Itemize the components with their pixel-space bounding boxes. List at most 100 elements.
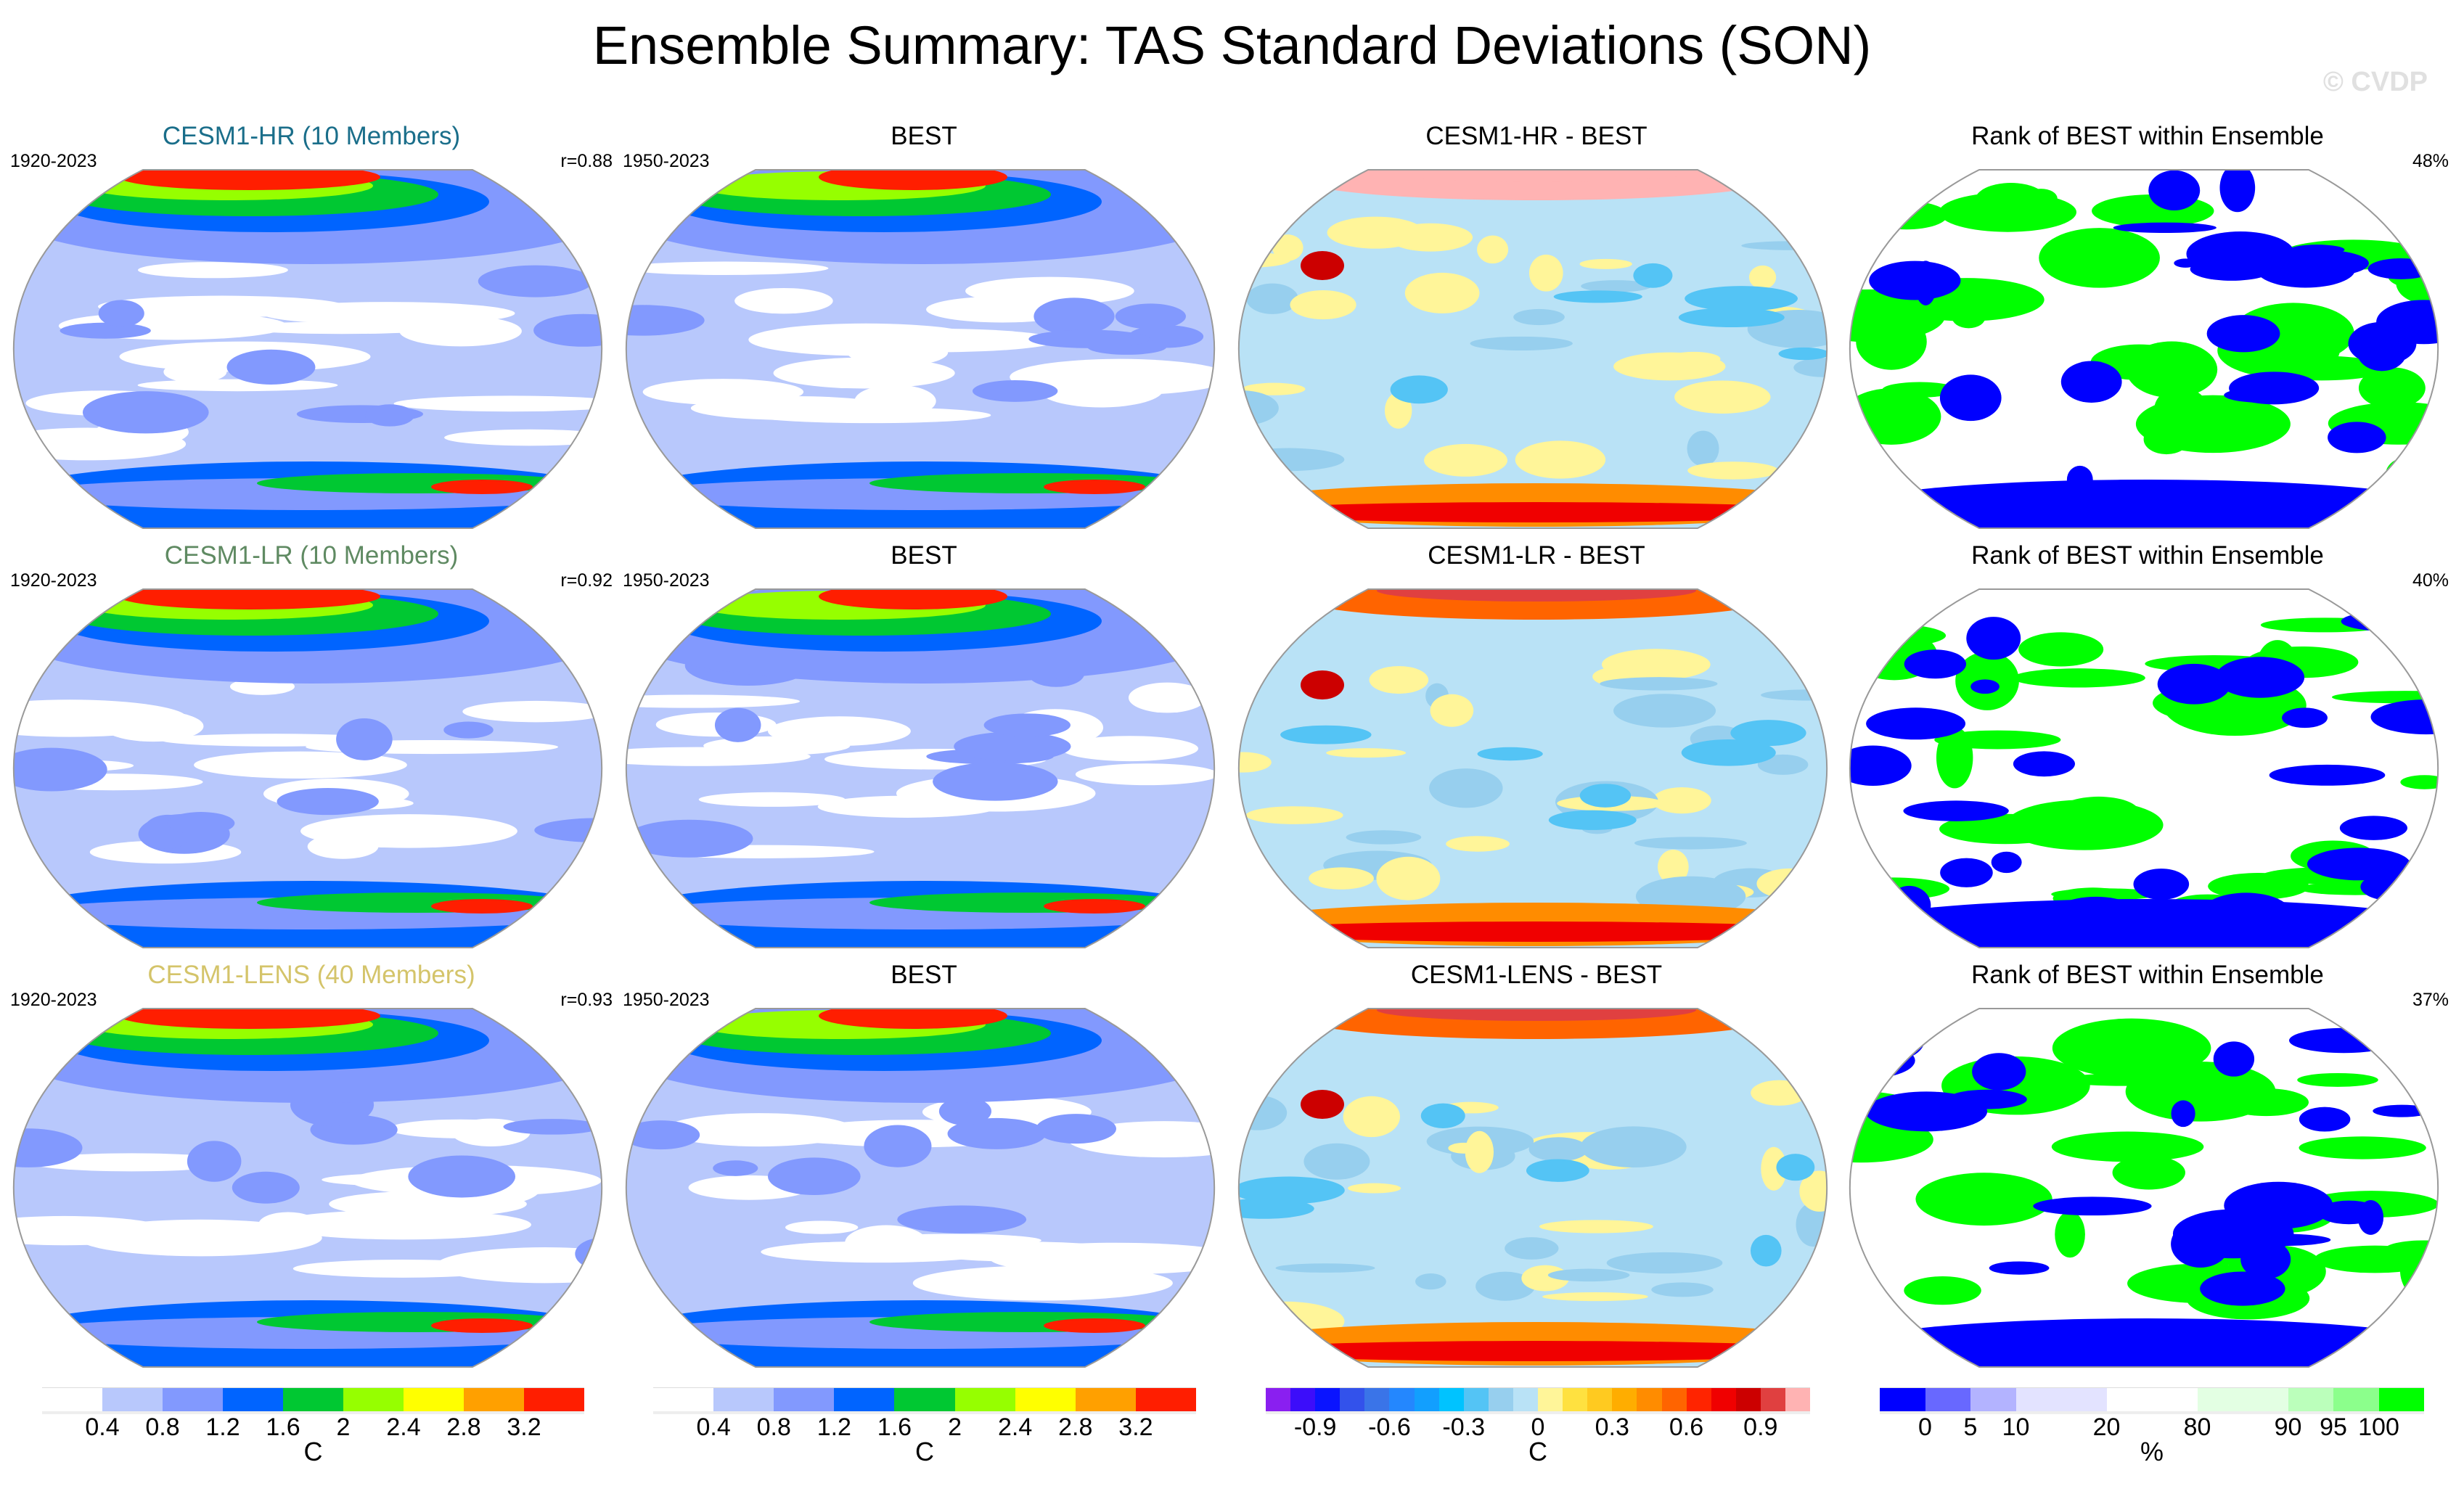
field-patch	[1633, 263, 1673, 288]
field-patch	[1515, 440, 1606, 479]
moderate-variance-patch	[167, 812, 235, 835]
map-outline	[1849, 1008, 2439, 1368]
high-rank-patch	[2112, 1155, 2185, 1190]
field-patch	[1761, 1146, 1787, 1191]
world-map	[1237, 1008, 1828, 1368]
field-patch	[1275, 1263, 1375, 1273]
low-variance-patch	[258, 1212, 318, 1237]
field-patch	[1681, 739, 1776, 766]
colorbar-segment	[1389, 1388, 1415, 1411]
field-patch	[1849, 899, 2439, 948]
field-patch	[1757, 754, 1809, 775]
field-patch	[257, 892, 576, 913]
panel-title: BEST	[891, 541, 957, 570]
colorbar-tick-label: 0.6	[1669, 1413, 1704, 1441]
colorbar-segment	[524, 1388, 584, 1411]
moderate-variance-patch	[277, 788, 379, 816]
low-variance-patch	[1038, 372, 1163, 408]
colorbar-tick-label: -0.9	[1293, 1413, 1337, 1441]
colorbar-segment	[1315, 1388, 1341, 1411]
low-variance-patch	[1128, 682, 1206, 713]
low-variance-patch	[626, 261, 829, 275]
high-rank-patch	[2400, 775, 2439, 789]
moderate-variance-patch	[336, 718, 393, 760]
colorbar-tick-label: 100	[2358, 1413, 2399, 1441]
field-patch	[1238, 502, 1827, 522]
field-patch	[1528, 1137, 1588, 1162]
high-rank-patch	[1930, 1174, 2005, 1217]
field-patch	[1446, 836, 1510, 852]
low-rank-patch	[2190, 257, 2274, 281]
world-map	[1849, 588, 2439, 948]
colorbar	[1266, 1387, 1811, 1414]
map-panel-model: CESM1-HR (10 Members) 1920-2023 r=0.88	[10, 122, 613, 529]
map-panel-rank: Rank of BEST within Ensemble 37%	[1846, 961, 2449, 1368]
high-rank-patch	[2299, 1136, 2426, 1159]
colorbar	[42, 1387, 584, 1414]
low-variance-patch	[912, 1265, 1173, 1301]
low-variance-patch	[388, 1119, 531, 1138]
field-patch	[1376, 856, 1441, 900]
low-variance-patch	[734, 287, 833, 314]
field-patch	[1579, 784, 1632, 808]
map-panel-rank: Rank of BEST within Ensemble 48%	[1846, 122, 2449, 529]
world-map	[12, 1008, 603, 1368]
low-variance-patch	[399, 316, 522, 347]
low-rank-patch	[2299, 1107, 2351, 1132]
high-rank-patch	[1952, 305, 1986, 329]
colorbar-segment	[283, 1388, 343, 1411]
colorbar-segment	[1925, 1388, 1970, 1411]
low-variance-patch	[393, 395, 602, 412]
moderate-variance-patch	[714, 707, 761, 742]
moderate-variance-patch	[13, 1128, 83, 1167]
low-rank-patch	[2367, 258, 2435, 279]
map-panel-obs: BEST 1950-2023	[623, 961, 1225, 1368]
field-patch	[1580, 1126, 1687, 1167]
colorbar-segment	[1880, 1388, 1925, 1411]
field-patch	[1526, 1159, 1589, 1182]
colorbar-tick-label: -0.3	[1442, 1413, 1486, 1441]
colorbar-tick-label: 0.8	[145, 1413, 180, 1441]
high-rank-patch	[1975, 182, 2047, 218]
figure-title: Ensemble Summary: TAS Standard Deviation…	[592, 15, 1872, 75]
colorbar-tick-label: 2.4	[998, 1413, 1033, 1441]
colorbar-tick-label: 0	[1531, 1413, 1545, 1441]
colorbar-segment	[1785, 1388, 1811, 1411]
colorbar-segment	[2378, 1388, 2424, 1411]
world-map	[12, 588, 603, 948]
field-patch	[1242, 382, 1306, 395]
field-patch	[1238, 1341, 1827, 1361]
low-rank-patch	[2390, 194, 2439, 213]
field-patch	[1377, 589, 1696, 602]
panel-title: Rank of BEST within Ensemble	[1971, 961, 2324, 989]
low-rank-patch	[2269, 764, 2386, 786]
field-patch	[869, 892, 1189, 913]
high-rank-patch	[2051, 888, 2159, 900]
field-patch	[1390, 375, 1448, 404]
map-panel-obs: BEST 1950-2023	[623, 122, 1225, 529]
moderate-variance-patch	[626, 1120, 700, 1150]
low-variance-patch	[274, 1210, 531, 1240]
field-patch	[1238, 448, 1345, 472]
colorbar-tick-label: 90	[2274, 1413, 2302, 1441]
field-patch	[1687, 430, 1719, 467]
panel-title: CESM1-LENS (40 Members)	[147, 961, 475, 989]
field-patch	[1044, 480, 1145, 494]
colorbar-segment	[404, 1388, 464, 1411]
moderate-variance-patch	[226, 349, 316, 385]
field-patch	[1753, 1091, 1820, 1101]
low-rank-patch	[2423, 1062, 2439, 1074]
colorbar-tick-label: -0.6	[1368, 1413, 1411, 1441]
colorbar-segment	[1513, 1388, 1539, 1411]
low-variance-patch	[160, 734, 387, 747]
colorbar-segment	[1760, 1388, 1785, 1411]
field-patch	[1430, 694, 1474, 727]
stat-label: 48%	[2412, 151, 2449, 171]
world-map	[1849, 1008, 2439, 1368]
moderate-variance-patch	[365, 404, 414, 427]
field-patch	[1377, 1009, 1696, 1021]
panel-title: Rank of BEST within Ensemble	[1971, 122, 2324, 150]
moderate-variance-patch	[938, 1097, 992, 1125]
map-outline	[12, 169, 603, 529]
field-patch	[1301, 670, 1344, 699]
